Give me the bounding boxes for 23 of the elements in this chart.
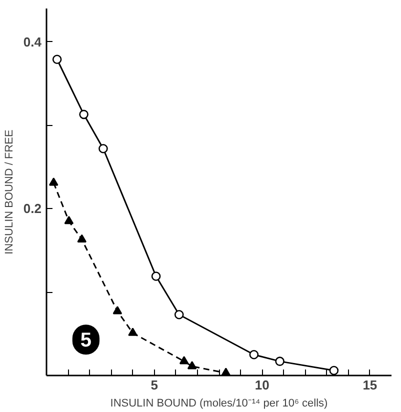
point — [79, 110, 88, 120]
x-axis-title: INSULIN BOUND (moles/10⁻¹⁴ per 10⁶ cells) — [110, 398, 328, 410]
point — [174, 310, 184, 320]
x-tick-label: 10 — [254, 378, 270, 392]
point — [275, 356, 284, 366]
annotation: 5 — [80, 330, 92, 352]
point — [151, 272, 161, 281]
point — [128, 328, 138, 336]
point — [112, 306, 122, 314]
y-axis-title: INSULIN BOUND / FREE — [3, 130, 16, 254]
y-tick-label: 0.2 — [23, 201, 42, 216]
point — [48, 178, 58, 186]
point — [179, 356, 189, 364]
point — [64, 216, 74, 224]
x-tick-label: 5 — [150, 378, 158, 392]
point — [52, 54, 62, 64]
point — [249, 350, 259, 360]
y-tick-label: 0.4 — [23, 34, 42, 50]
point — [329, 366, 339, 376]
point — [77, 234, 87, 243]
x-tick-label: 15 — [362, 378, 378, 392]
point — [98, 144, 108, 154]
point — [187, 361, 197, 370]
